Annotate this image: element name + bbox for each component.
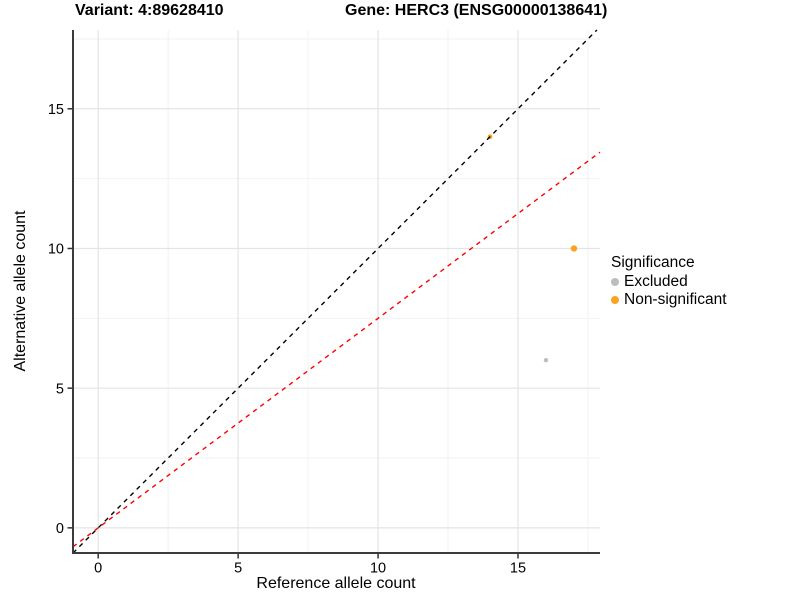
x-tick-label: 5: [234, 561, 242, 577]
legend: Significance Excluded Non-significant: [611, 254, 727, 309]
non-significant-dot-icon: [611, 296, 619, 304]
legend-item-label: Non-significant: [624, 291, 727, 308]
y-tick-label: 0: [56, 521, 64, 537]
ratio-line: [72, 151, 601, 548]
excluded-dot-icon: [611, 278, 619, 286]
x-axis-title: Reference allele count: [256, 575, 416, 592]
legend-item-label: Excluded: [624, 273, 688, 290]
data-point-excluded: [543, 358, 549, 363]
plot-title-gene: Gene: HERC3 (ENSG00000138641): [345, 2, 608, 19]
y-axis-title: Alternative allele count: [12, 210, 29, 372]
x-tick-label: 10: [370, 561, 386, 577]
y-tick-label: 10: [48, 242, 64, 258]
x-tick-label: 0: [94, 561, 102, 577]
y-tick-label: 5: [56, 381, 64, 397]
data-point-non-significant: [570, 245, 578, 252]
plot-title-variant: Variant: 4:89628410: [75, 2, 224, 19]
legend-title: Significance: [611, 254, 695, 271]
identity-line: [72, 29, 598, 554]
x-tick-label: 15: [510, 561, 526, 577]
legend-item-excluded: Excluded: [611, 273, 727, 291]
y-tick-label: 15: [48, 102, 64, 118]
legend-item-non-significant: Non-significant: [611, 291, 727, 309]
